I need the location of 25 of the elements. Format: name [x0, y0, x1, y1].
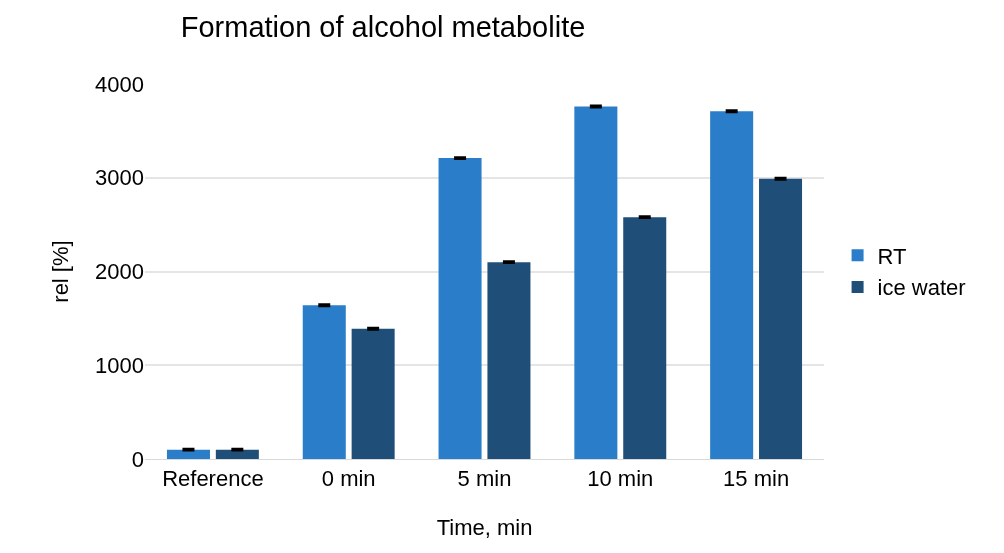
x-tick-label: 10 min [587, 466, 654, 492]
x-tick-label: Reference [162, 466, 264, 492]
bar [438, 158, 482, 459]
y-tick-label: 2000 [95, 259, 144, 285]
bar [351, 328, 395, 459]
chart-title: Formation of alcohol metabolite [180, 10, 586, 43]
bar [759, 178, 803, 459]
x-tick-label: 5 min [457, 466, 512, 492]
x-axis-title: Time, min [436, 515, 533, 540]
bar [623, 217, 667, 459]
legend-label: RT [877, 243, 907, 269]
y-tick-label: 1000 [95, 352, 144, 378]
y-axis-title: rel [%] [47, 240, 73, 303]
bar [215, 449, 259, 459]
bar [302, 305, 346, 459]
y-tick-label: 3000 [95, 165, 144, 191]
bar [710, 111, 754, 459]
bar [487, 262, 531, 459]
legend-label: ice water [877, 275, 966, 301]
x-tick-label: 0 min [321, 466, 376, 492]
y-tick-label: 0 [131, 446, 144, 472]
bar [166, 449, 210, 459]
y-tick-label: 4000 [95, 71, 144, 97]
bar [574, 106, 618, 459]
x-tick-label: 15 min [723, 466, 790, 492]
